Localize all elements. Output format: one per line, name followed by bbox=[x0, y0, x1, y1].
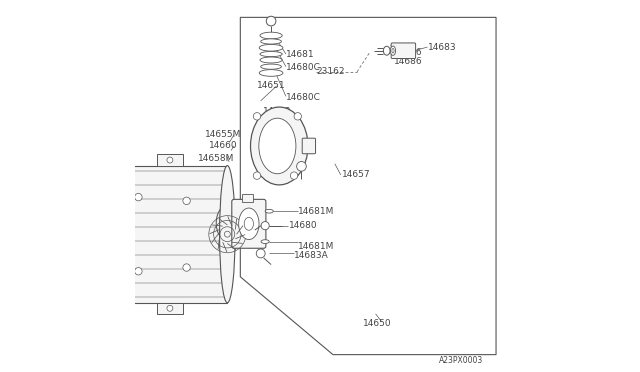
Text: 14652: 14652 bbox=[262, 108, 291, 116]
Ellipse shape bbox=[216, 205, 239, 241]
Ellipse shape bbox=[260, 51, 282, 57]
Text: 14686: 14686 bbox=[394, 57, 423, 66]
Circle shape bbox=[261, 222, 269, 230]
Text: 14680C: 14680C bbox=[286, 93, 321, 102]
Ellipse shape bbox=[259, 118, 296, 174]
Text: 14680C: 14680C bbox=[286, 63, 321, 72]
Ellipse shape bbox=[250, 107, 308, 185]
Text: 14657: 14657 bbox=[342, 170, 370, 179]
Text: 23162: 23162 bbox=[316, 67, 345, 76]
Text: 14681M: 14681M bbox=[298, 208, 334, 217]
Ellipse shape bbox=[239, 208, 259, 240]
Circle shape bbox=[294, 113, 301, 120]
Text: 14681: 14681 bbox=[286, 50, 314, 59]
Text: 14683: 14683 bbox=[428, 43, 456, 52]
Text: 14686: 14686 bbox=[394, 48, 423, 57]
Circle shape bbox=[183, 264, 190, 271]
Text: 14683A: 14683A bbox=[294, 251, 329, 260]
FancyBboxPatch shape bbox=[242, 194, 253, 202]
FancyBboxPatch shape bbox=[391, 43, 415, 58]
FancyBboxPatch shape bbox=[115, 166, 227, 303]
Text: 14650: 14650 bbox=[363, 320, 391, 328]
Ellipse shape bbox=[259, 70, 283, 76]
Circle shape bbox=[256, 249, 265, 258]
Text: 14651: 14651 bbox=[257, 81, 285, 90]
FancyBboxPatch shape bbox=[157, 303, 183, 314]
Circle shape bbox=[183, 197, 190, 205]
Text: 14655M: 14655M bbox=[205, 130, 241, 140]
Ellipse shape bbox=[260, 57, 282, 63]
Ellipse shape bbox=[260, 39, 282, 44]
Circle shape bbox=[266, 16, 276, 26]
Ellipse shape bbox=[260, 64, 282, 69]
Text: 14660: 14660 bbox=[209, 141, 237, 151]
Circle shape bbox=[291, 172, 298, 179]
Circle shape bbox=[134, 193, 142, 201]
Ellipse shape bbox=[390, 46, 396, 55]
Circle shape bbox=[134, 267, 142, 275]
Circle shape bbox=[297, 161, 307, 171]
FancyBboxPatch shape bbox=[232, 199, 266, 248]
Ellipse shape bbox=[383, 46, 390, 55]
Circle shape bbox=[167, 157, 173, 163]
Circle shape bbox=[253, 113, 260, 120]
Ellipse shape bbox=[108, 166, 124, 303]
Ellipse shape bbox=[265, 209, 273, 213]
FancyBboxPatch shape bbox=[157, 154, 183, 166]
Text: 14681M: 14681M bbox=[298, 242, 334, 251]
Text: 14658M: 14658M bbox=[198, 154, 234, 163]
Text: A23PX0003: A23PX0003 bbox=[438, 356, 483, 365]
Ellipse shape bbox=[220, 166, 235, 303]
Ellipse shape bbox=[261, 240, 269, 243]
Ellipse shape bbox=[392, 48, 394, 53]
Circle shape bbox=[167, 305, 173, 311]
Ellipse shape bbox=[260, 32, 282, 39]
Text: 14680: 14680 bbox=[289, 221, 317, 230]
Ellipse shape bbox=[259, 44, 283, 51]
FancyBboxPatch shape bbox=[302, 138, 316, 154]
Circle shape bbox=[253, 172, 260, 179]
